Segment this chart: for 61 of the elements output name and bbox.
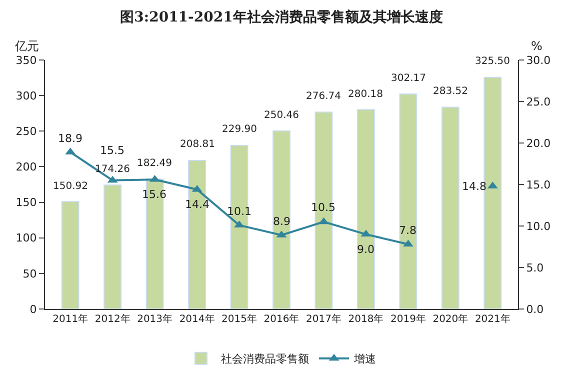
bar: [272, 130, 290, 309]
y-tick-label: 150: [16, 196, 37, 210]
x-tick-label: 2012年: [94, 313, 130, 325]
bar: [399, 94, 418, 309]
bar: [441, 106, 460, 309]
data-label: 7.8: [399, 224, 416, 237]
data-label: 283.52: [433, 86, 468, 97]
legend-label: 增速: [353, 352, 376, 366]
y-tick-label: 100: [16, 232, 37, 245]
data-label: 15.5: [100, 144, 124, 157]
x-tick-label: 2019年: [390, 313, 426, 325]
x-tick-label: 2011年: [52, 313, 88, 325]
data-label: 174.26: [95, 164, 130, 175]
data-label: 302.17: [391, 73, 426, 84]
data-label: 150.92: [53, 181, 88, 192]
data-label: 10.1: [227, 205, 252, 218]
x-tick-label: 2020年: [432, 313, 468, 325]
y-tick-label: 350: [16, 54, 37, 67]
y2-tick-label: 25.0: [526, 95, 551, 108]
x-tick-label: 2018年: [348, 313, 384, 325]
data-label: 229.90: [222, 124, 257, 135]
y-tick-label: 0: [30, 302, 37, 316]
x-tick-label: 2014年: [179, 313, 215, 325]
y-axis-title: 亿元: [14, 39, 39, 53]
bar: [230, 144, 248, 309]
y2-tick-label: 0.0: [526, 302, 544, 316]
data-label: 325.50: [475, 56, 510, 67]
legend-label: 社会消费品零售额: [221, 352, 309, 366]
x-tick-label: 2017年: [306, 313, 342, 325]
bar: [61, 201, 80, 309]
y-tick-label: 200: [16, 160, 37, 174]
data-label: 9.0: [357, 243, 374, 256]
data-label: 280.18: [348, 89, 383, 100]
data-label: 18.9: [58, 132, 82, 145]
y-tick-label: 300: [16, 89, 37, 102]
data-label: 208.81: [180, 139, 215, 150]
y2-tick-label: 30.0: [526, 54, 551, 67]
y2-axis-title: %: [531, 39, 542, 53]
bar: [104, 184, 122, 309]
data-label: 14.8: [462, 180, 486, 193]
y2-tick-label: 15.0: [526, 178, 551, 192]
x-tick-label: 2013年: [137, 313, 173, 325]
bar: [357, 109, 375, 309]
data-label: 182.49: [137, 158, 172, 169]
chart-title: 图3:2011-2021年社会消费品零售额及其增长速度: [120, 8, 443, 26]
data-label: 14.4: [185, 198, 210, 211]
y2-tick-label: 20.0: [526, 136, 551, 150]
y2-tick-label: 10.0: [526, 220, 551, 233]
point: [318, 217, 329, 224]
x-tick-label: 2016年: [264, 313, 300, 325]
data-label: 8.9: [273, 215, 290, 228]
y-tick-label: 50: [22, 267, 37, 280]
data-label: 276.74: [306, 91, 341, 102]
data-label: 10.5: [311, 201, 336, 214]
y2-tick-label: 5.0: [526, 261, 544, 274]
data-label: 15.6: [142, 188, 166, 201]
data-label: 250.46: [264, 110, 299, 121]
x-tick-label: 2015年: [222, 313, 257, 325]
x-tick-label: 2021年: [474, 313, 510, 325]
y-tick-label: 250: [16, 124, 37, 138]
point: [403, 240, 414, 247]
